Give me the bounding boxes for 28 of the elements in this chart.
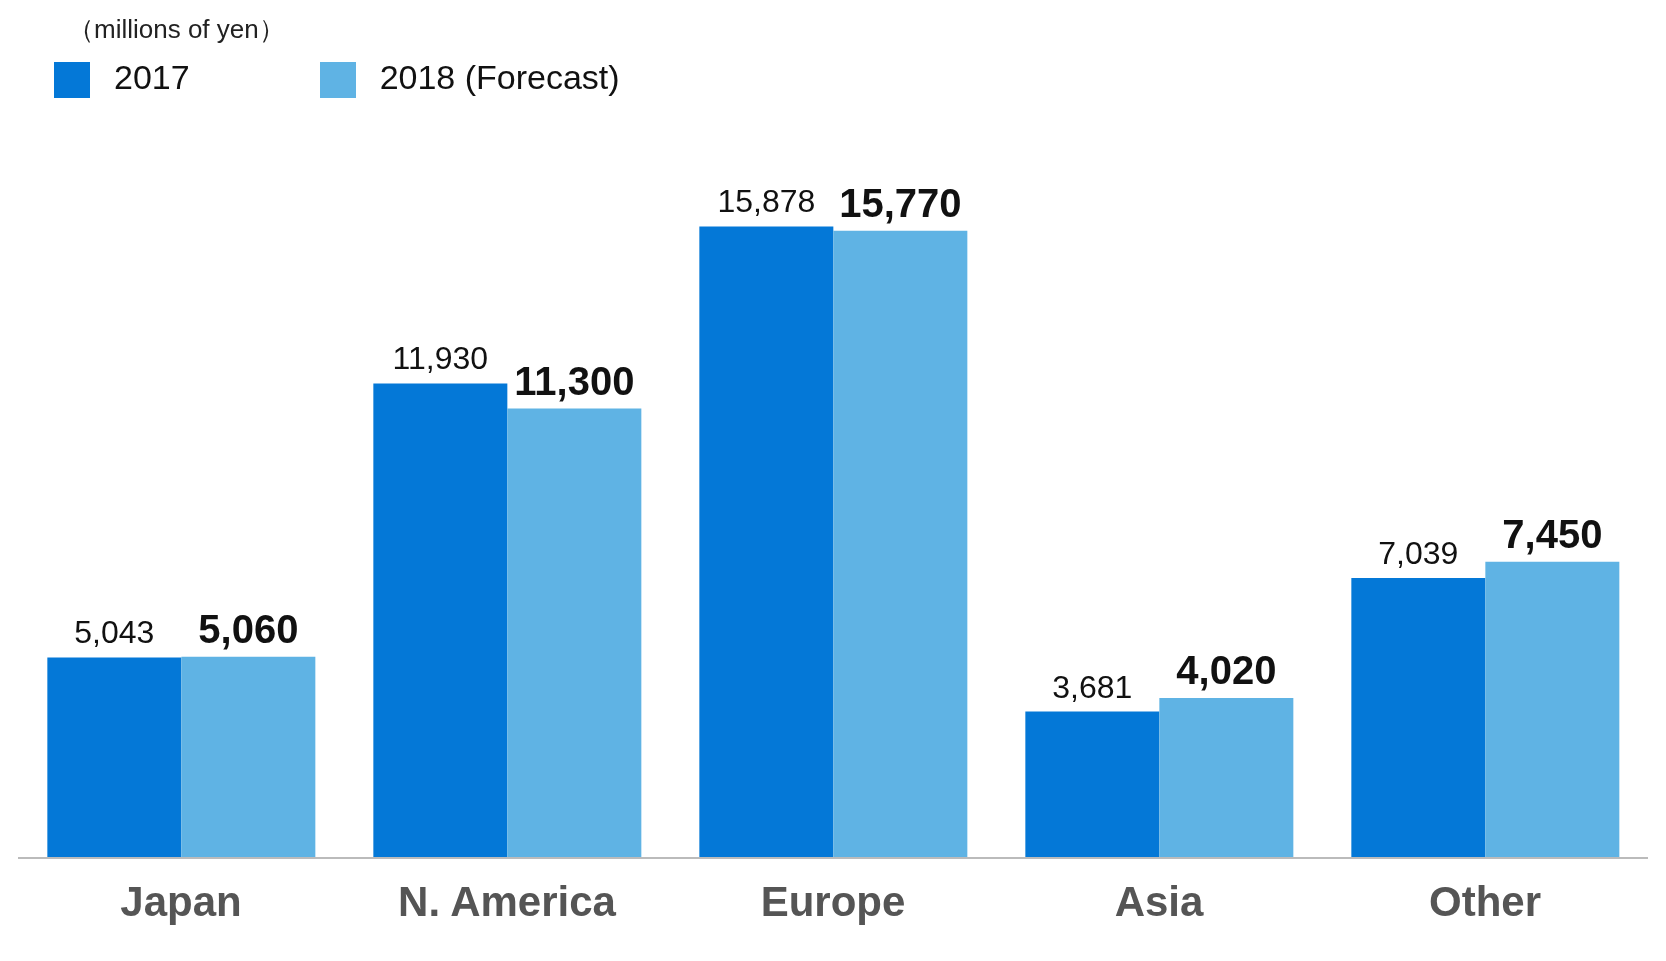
bar bbox=[1351, 578, 1486, 858]
data-label: 5,043 bbox=[74, 614, 155, 651]
text: （millions of yen） bbox=[68, 13, 285, 46]
bar bbox=[1159, 698, 1294, 858]
data-label: 7,450 bbox=[1502, 511, 1603, 556]
data-label: 3,681 bbox=[1052, 668, 1133, 705]
legend-label: 2017 bbox=[114, 58, 190, 96]
x-tick-label: Europe bbox=[760, 877, 906, 925]
bar bbox=[181, 656, 316, 858]
data-label: 11,300 bbox=[514, 358, 635, 403]
bar bbox=[373, 383, 508, 858]
bar bbox=[47, 657, 182, 858]
data-label: 11,930 bbox=[392, 340, 489, 377]
x-tick-label: Asia bbox=[1114, 877, 1204, 925]
bar bbox=[507, 408, 642, 858]
data-label: 5,060 bbox=[198, 606, 299, 651]
x-tick-label: Other bbox=[1428, 877, 1542, 925]
data-label: 15,770 bbox=[839, 180, 962, 225]
data-label: 7,039 bbox=[1378, 535, 1459, 572]
bar bbox=[1025, 711, 1160, 858]
data-label: 15,878 bbox=[717, 183, 816, 220]
legend-label: 2018 (Forecast) bbox=[379, 58, 620, 96]
bar bbox=[833, 230, 968, 858]
bar bbox=[699, 226, 834, 858]
x-tick-label: N. America bbox=[398, 877, 617, 925]
bar bbox=[1485, 561, 1620, 858]
x-tick-label: Japan bbox=[120, 877, 242, 925]
data-label: 4,020 bbox=[1176, 648, 1277, 693]
